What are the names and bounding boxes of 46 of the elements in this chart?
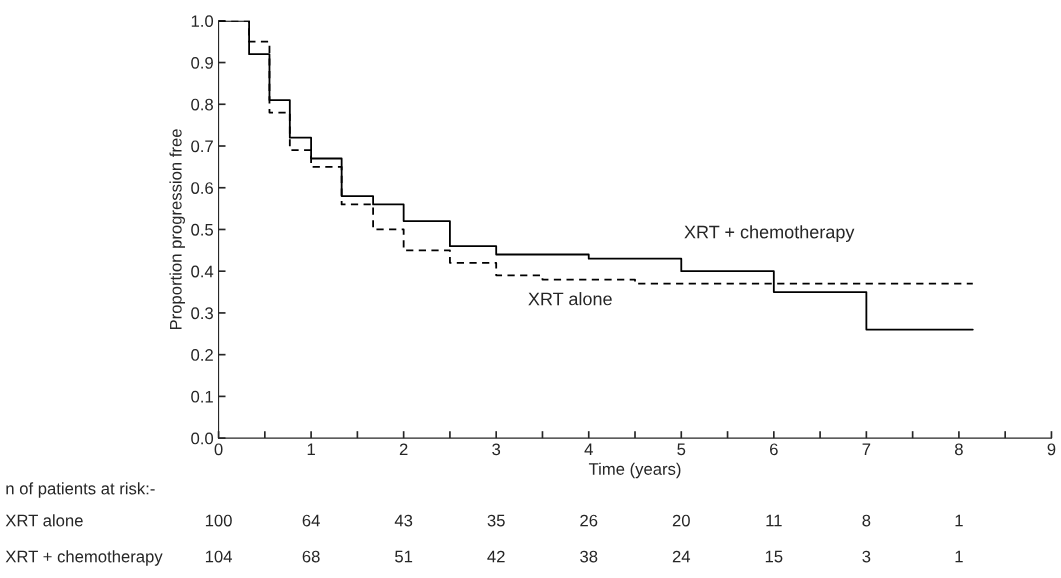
y-tick-label: 0.4: [191, 265, 214, 278]
text: 15: [765, 550, 783, 563]
text: XRT + chemotherapy: [5, 550, 163, 566]
x-tick-label: 8: [955, 443, 963, 456]
text: 8: [862, 514, 871, 527]
text: 3: [862, 550, 871, 563]
text: 42: [487, 550, 505, 563]
y-tick-label: 0.6: [191, 182, 213, 194]
x-tick-label: 2: [399, 443, 408, 456]
text: 35: [487, 514, 505, 527]
text: 100: [205, 514, 232, 527]
text: 64: [302, 514, 320, 527]
y-tick-label: 0.7: [191, 140, 213, 153]
y-axis-title: Proportion progression free: [169, 129, 185, 330]
series-label: XRT alone: [528, 292, 612, 306]
y-tick-label: 1.0: [191, 15, 214, 28]
text: 26: [580, 514, 598, 527]
y-tick-label: 0.9: [191, 56, 213, 69]
text: 51: [395, 550, 413, 563]
x-tick-label: 3: [492, 443, 501, 456]
text: n of patients at risk:-: [6, 482, 155, 498]
x-axis-title: Time (years): [588, 462, 681, 479]
y-tick-label: 0.5: [191, 223, 214, 236]
x-tick-label: 7: [862, 443, 871, 456]
y-tick-label: 0.2: [191, 349, 213, 361]
text: 1: [955, 550, 963, 563]
x-tick-label: 1: [307, 443, 315, 456]
x-tick-label: 5: [677, 443, 686, 456]
x-tick-label: 6: [770, 443, 778, 456]
text: XRT alone: [5, 514, 83, 527]
y-tick-label: 0.1: [191, 390, 213, 403]
x-tick-label: 4: [584, 443, 593, 456]
text: 24: [672, 550, 691, 563]
series-label: XRT + chemotherapy: [684, 225, 855, 242]
x-tick-label: 9: [1047, 443, 1056, 456]
x-tick-label: 0: [214, 443, 223, 456]
text: 43: [394, 514, 413, 527]
text: 1: [955, 514, 963, 527]
y-tick-label: 0.8: [191, 98, 213, 111]
y-tick-label: 0.0: [191, 432, 214, 445]
text: 20: [672, 514, 690, 527]
text: 68: [302, 550, 320, 563]
y-tick-label: 0.3: [191, 307, 213, 320]
text: 11: [766, 514, 782, 527]
text: 38: [580, 550, 598, 563]
text: 104: [205, 550, 232, 563]
